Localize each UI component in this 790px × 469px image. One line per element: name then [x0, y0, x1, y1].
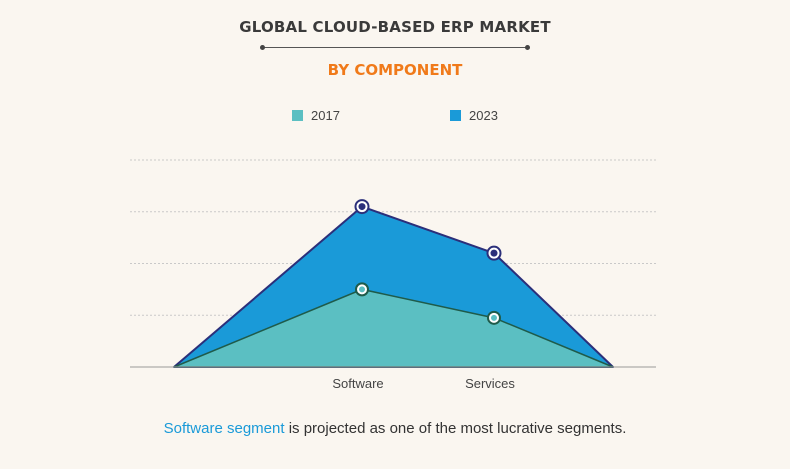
point-2017-dot	[491, 314, 497, 321]
legend-item-2017: 2017	[292, 108, 340, 123]
chart-subtitle: BY COMPONENT	[327, 61, 463, 79]
legend-label-2023: 2023	[469, 108, 498, 123]
chart-caption: Software segment is projected as one of …	[0, 420, 790, 437]
legend-swatch-2023	[450, 110, 461, 121]
caption-highlight: Software segment	[163, 420, 285, 437]
point-2023-dot	[490, 249, 498, 257]
x-tick-label: Services	[465, 376, 515, 391]
legend-label-2017: 2017	[311, 108, 340, 123]
caption-text: is projected as one of the most lucrativ…	[284, 420, 627, 437]
legend-item-2023: 2023	[450, 108, 498, 123]
x-tick-label: Software	[332, 376, 383, 391]
legend-swatch-2017	[292, 110, 303, 121]
point-2017-dot	[359, 286, 365, 293]
title-divider	[260, 45, 530, 50]
point-2023-dot	[358, 203, 366, 211]
chart-title: GLOBAL CLOUD-BASED ERP MARKET	[239, 18, 551, 36]
